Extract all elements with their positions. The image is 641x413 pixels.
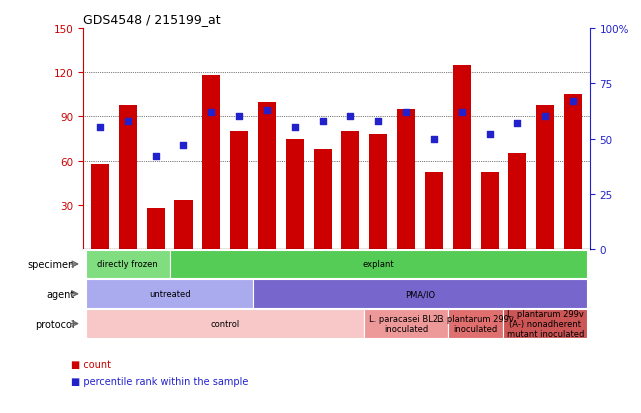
Point <box>540 114 551 121</box>
Bar <box>170 250 587 279</box>
Bar <box>119 105 137 249</box>
Point <box>568 98 578 105</box>
Point <box>95 125 105 131</box>
Bar <box>230 132 248 249</box>
Text: ■ count: ■ count <box>71 359 110 369</box>
Point <box>512 121 522 127</box>
Bar <box>397 110 415 249</box>
Text: ■ percentile rank within the sample: ■ percentile rank within the sample <box>71 376 248 386</box>
Point <box>290 125 300 131</box>
Bar <box>286 139 304 249</box>
Text: GDS4548 / 215199_at: GDS4548 / 215199_at <box>83 13 221 26</box>
Point <box>401 109 412 116</box>
Bar <box>86 280 253 309</box>
Text: protocol: protocol <box>35 319 75 329</box>
Point <box>178 142 188 149</box>
Point <box>151 154 161 160</box>
Bar <box>369 135 387 249</box>
Point <box>373 118 383 125</box>
Bar <box>481 173 499 249</box>
Bar <box>364 309 448 338</box>
Bar <box>203 76 221 249</box>
Text: L. paracasei BL23
inoculated: L. paracasei BL23 inoculated <box>369 314 444 333</box>
Point <box>317 118 328 125</box>
Text: specimen: specimen <box>28 259 75 269</box>
Point <box>122 118 133 125</box>
Text: L. plantarum 299v
(A-) nonadherent
mutant inoculated: L. plantarum 299v (A-) nonadherent mutan… <box>506 309 584 339</box>
Bar <box>453 66 470 249</box>
Bar <box>313 150 331 249</box>
Text: directly frozen: directly frozen <box>97 260 158 269</box>
Bar <box>91 164 109 249</box>
Point <box>345 114 356 121</box>
Bar <box>342 132 360 249</box>
Bar <box>86 309 364 338</box>
Bar <box>448 309 503 338</box>
Bar <box>174 201 192 249</box>
Text: control: control <box>211 319 240 328</box>
Point <box>456 109 467 116</box>
Bar <box>86 250 170 279</box>
Bar <box>508 154 526 249</box>
Point <box>429 136 439 142</box>
Bar <box>564 95 582 249</box>
Bar <box>258 102 276 249</box>
Bar <box>425 173 443 249</box>
Point <box>234 114 244 121</box>
Bar <box>253 280 587 309</box>
Text: untreated: untreated <box>149 290 190 299</box>
Text: agent: agent <box>47 289 75 299</box>
Text: explant: explant <box>362 260 394 269</box>
Text: PMA/IO: PMA/IO <box>405 290 435 299</box>
Point <box>206 109 217 116</box>
Bar <box>503 309 587 338</box>
Point <box>485 131 495 138</box>
Text: L. plantarum 299v
inoculated: L. plantarum 299v inoculated <box>437 314 514 333</box>
Bar <box>536 105 554 249</box>
Point <box>262 107 272 114</box>
Bar <box>147 208 165 249</box>
